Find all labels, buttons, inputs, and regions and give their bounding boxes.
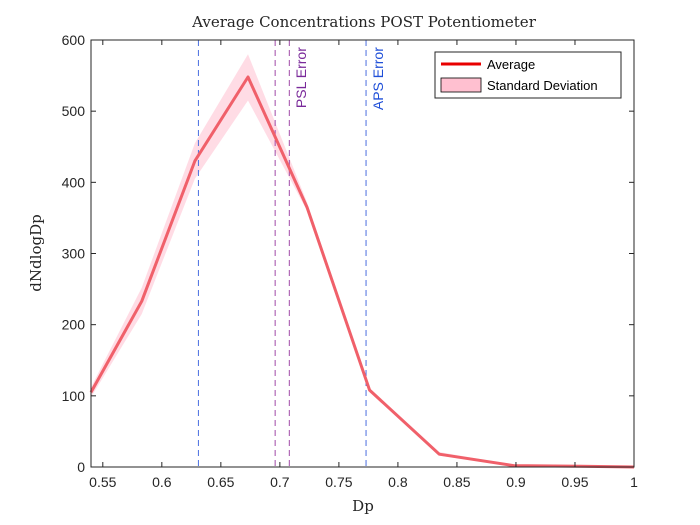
y-tick-label: 200 xyxy=(62,317,86,333)
y-tick-label: 400 xyxy=(62,174,86,190)
error-lines-layer xyxy=(197,40,367,467)
legend: Average Standard Deviation xyxy=(434,51,622,99)
x-tick-label: 0.6 xyxy=(152,474,172,490)
x-tick-label: 1 xyxy=(630,474,638,490)
y-tick-label: 500 xyxy=(62,103,86,119)
y-tick-label: 300 xyxy=(62,246,86,262)
x-tick-label: 0.7 xyxy=(270,474,290,490)
annotation-layer: PSL Error APS Error xyxy=(293,47,386,110)
legend-std-swatch xyxy=(440,77,482,93)
x-axis-label: Dp xyxy=(352,497,374,515)
x-tick-label: 0.55 xyxy=(89,474,116,490)
x-tick-label: 0.75 xyxy=(325,474,352,490)
average-line-layer xyxy=(89,75,635,469)
x-tick-label: 0.95 xyxy=(561,474,588,490)
annotation-1: APS Error xyxy=(370,47,386,110)
y-tick-label: 600 xyxy=(62,32,86,48)
legend-average-label: Average xyxy=(487,57,535,72)
std-band xyxy=(91,54,634,467)
legend-std-label: Standard Deviation xyxy=(487,78,598,93)
x-tick-label: 0.9 xyxy=(506,474,526,490)
x-tick-label: 0.85 xyxy=(443,474,470,490)
annotation-0: PSL Error xyxy=(293,47,309,108)
average-line xyxy=(89,75,635,469)
y-tick-label: 100 xyxy=(62,388,86,404)
x-tick-label: 0.8 xyxy=(388,474,408,490)
y-tick-label: 0 xyxy=(77,459,85,475)
axes-box xyxy=(90,39,635,468)
y-axis-label: dNdlogDp xyxy=(27,214,45,291)
ticks-layer: 0.55 0.6 0.65 0.7 0.75 0.8 0.85 0.9 0.95 1 0 100 200… xyxy=(62,32,638,490)
chart-title: Average Concentrations POST Potentiomete… xyxy=(191,13,537,31)
std-band-layer xyxy=(91,54,634,467)
x-tick-label: 0.65 xyxy=(207,474,234,490)
